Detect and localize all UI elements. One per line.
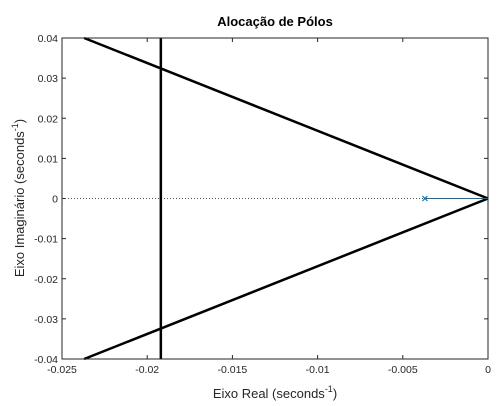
ticks-layer: -0.025 -0.02 -0.015 -0.01 -0.005 0 0.04 0.03 0.0… [34, 33, 491, 376]
y-tick-label: -0.04 [34, 354, 58, 366]
y-tick-label: 0 [52, 194, 58, 206]
x-tick-label: 0 [485, 364, 491, 376]
x-axis-label-close: ) [333, 386, 337, 401]
y-axis-label-exponent: -1 [10, 123, 20, 131]
y-axis-label: Eixo Imaginário (seconds-1) [10, 119, 27, 277]
marks-layer [62, 36, 489, 361]
y-tick-label: 0.03 [38, 73, 59, 85]
x-axis-label-exponent: -1 [325, 384, 333, 394]
y-axis-label-text: Eixo Imaginário (seconds [12, 131, 27, 277]
chart-title: Alocação de Pólos [217, 14, 333, 29]
x-tick-label: -0.01 [306, 364, 330, 376]
damping-line-upper [83, 36, 489, 200]
x-axis-label-text: Eixo Real (seconds [213, 386, 325, 401]
x-axis-label: Eixo Real (seconds-1) [213, 384, 337, 401]
pole-marker [422, 195, 428, 202]
plot-box [61, 37, 489, 360]
y-tick-label: 0.01 [38, 153, 59, 165]
y-axis-label-close: ) [12, 119, 27, 123]
damping-line-lower [83, 197, 489, 361]
y-tick-label: -0.01 [34, 234, 58, 246]
y-tick-label: -0.03 [34, 314, 58, 326]
x-tick-label: -0.005 [388, 364, 418, 376]
y-tick-label: 0.04 [38, 33, 59, 45]
x-tick-label: -0.02 [135, 364, 159, 376]
y-tick-label: -0.02 [34, 274, 58, 286]
y-tick-label: 0.02 [38, 113, 59, 125]
x-tick-label: -0.025 [47, 364, 77, 376]
x-tick-label: -0.015 [218, 364, 248, 376]
